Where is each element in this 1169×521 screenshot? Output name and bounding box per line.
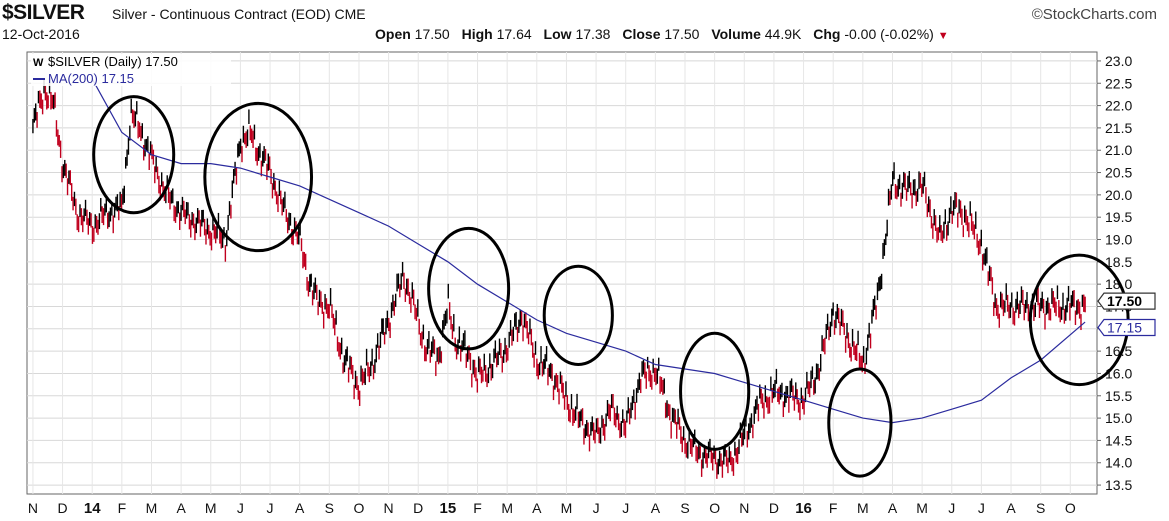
y-axis: 13.514.014.515.015.516.016.517.017.518.0… bbox=[1097, 53, 1132, 493]
quote-bar: Open 17.50 High 17.64 Low 17.38 Close 17… bbox=[375, 26, 949, 42]
y-tick-label: 16.5 bbox=[1105, 343, 1132, 359]
x-tick-label: J bbox=[978, 500, 985, 516]
x-tick-label: N bbox=[384, 500, 394, 516]
y-tick-label: 20.0 bbox=[1105, 187, 1132, 203]
x-tick-label: M bbox=[146, 500, 158, 516]
high-value: 17.64 bbox=[496, 26, 532, 42]
open-value: 17.50 bbox=[414, 26, 450, 42]
x-tick-label: N bbox=[28, 500, 38, 516]
x-axis: N D 14 F M A M J J A S O N D 15 F M A M J J A S O N D 16 F M A M J J A S O bbox=[28, 500, 1076, 517]
annotation-circle bbox=[542, 264, 614, 367]
legend-price-icon: W bbox=[33, 57, 44, 69]
x-tick-label: O bbox=[354, 500, 365, 516]
ma-200-line bbox=[91, 78, 1086, 424]
volume-value: 44.9K bbox=[764, 26, 802, 42]
x-tick-label: A bbox=[176, 500, 186, 516]
symbol-title: $SILVER bbox=[2, 1, 85, 24]
y-tick-label: 22.5 bbox=[1105, 75, 1132, 91]
y-tick-label: 16.0 bbox=[1105, 365, 1132, 381]
y-tick-label: 18.5 bbox=[1105, 254, 1132, 270]
volume-label: Volume bbox=[711, 26, 761, 42]
x-tick-label: S bbox=[325, 500, 334, 516]
y-tick-label: 19.5 bbox=[1105, 209, 1132, 225]
last-ma-label-box bbox=[1097, 318, 1156, 337]
x-tick-label: A bbox=[295, 500, 305, 516]
y-tick-label: 20.5 bbox=[1105, 165, 1132, 181]
x-tick-label: D bbox=[58, 500, 68, 516]
chart-header: $SILVER Silver - Continuous Contract (EO… bbox=[0, 0, 1169, 52]
high-label: High bbox=[461, 26, 493, 42]
y-tick-label: 15.0 bbox=[1105, 410, 1132, 426]
last-price-label-box bbox=[1097, 292, 1156, 310]
y-tick-label: 14.0 bbox=[1105, 455, 1132, 471]
x-tick-label: S bbox=[1036, 500, 1045, 516]
x-tick-label: M bbox=[205, 500, 217, 516]
x-tick-label: J bbox=[237, 500, 244, 516]
low-value: 17.38 bbox=[575, 26, 611, 42]
y-tick-label: 13.5 bbox=[1105, 477, 1132, 493]
down-arrow-icon: ▼ bbox=[937, 30, 949, 42]
chart-date: 12-Oct-2016 bbox=[2, 26, 80, 42]
y-tick-label: 14.5 bbox=[1105, 432, 1132, 448]
x-tick-label: D bbox=[769, 500, 779, 516]
x-tick-label: J bbox=[948, 500, 955, 516]
last-price-label: 17.50 bbox=[1097, 292, 1156, 310]
y-tick-label: 21.0 bbox=[1105, 142, 1132, 158]
chg-label: Chg bbox=[813, 26, 841, 42]
x-tick-label: 14 bbox=[84, 500, 101, 517]
annotation-circle bbox=[203, 101, 314, 253]
x-tick-label: M bbox=[501, 500, 513, 516]
price-bars bbox=[32, 77, 1086, 479]
y-tick-label: 23.0 bbox=[1105, 53, 1132, 69]
x-tick-label: M bbox=[857, 500, 869, 516]
annotation-circle bbox=[679, 331, 751, 451]
close-value: 17.50 bbox=[664, 26, 700, 42]
low-label: Low bbox=[543, 26, 572, 42]
x-tick-label: A bbox=[532, 500, 542, 516]
legend: W $SILVER (Daily) 17.50 MA(200) 17.15 bbox=[31, 54, 231, 86]
x-tick-label: F bbox=[118, 500, 127, 516]
y-tick-label: 15.5 bbox=[1105, 388, 1132, 404]
annotation-circles bbox=[92, 95, 1130, 478]
annotation-circle bbox=[92, 95, 176, 215]
x-tick-label: A bbox=[651, 500, 661, 516]
x-tick-label: F bbox=[829, 500, 838, 516]
chg-value: -0.00 (-0.02%) bbox=[844, 26, 934, 42]
open-label: Open bbox=[375, 26, 411, 42]
last-value-labels: 17.50 17.15 bbox=[1097, 292, 1156, 337]
x-tick-label: O bbox=[709, 500, 720, 516]
x-tick-label: J bbox=[267, 500, 274, 516]
y-tick-label: 22.0 bbox=[1105, 98, 1132, 114]
symbol-description: Silver - Continuous Contract (EOD) CME bbox=[112, 6, 366, 22]
last-ma-label-text: 17.15 bbox=[1107, 319, 1142, 335]
x-tick-label: 16 bbox=[795, 500, 812, 517]
close-label: Close bbox=[622, 26, 661, 42]
brand-link[interactable]: ©StockCharts.com bbox=[1031, 6, 1157, 23]
last-price-label-text: 17.50 bbox=[1107, 293, 1142, 309]
x-tick-label: J bbox=[622, 500, 629, 516]
x-tick-label: D bbox=[413, 500, 423, 516]
y-tick-label: 21.5 bbox=[1105, 120, 1132, 136]
x-tick-label: S bbox=[680, 500, 689, 516]
x-tick-label: A bbox=[888, 500, 898, 516]
y-tick-label: 19.0 bbox=[1105, 232, 1132, 248]
legend-ma-entry: MA(200) 17.15 bbox=[48, 71, 134, 86]
annotation-circle bbox=[827, 367, 893, 478]
x-tick-label: F bbox=[473, 500, 482, 516]
last-ma-label: 17.15 bbox=[1097, 318, 1156, 337]
x-tick-label: M bbox=[916, 500, 928, 516]
legend-price-entry: $SILVER (Daily) 17.50 bbox=[48, 54, 178, 69]
x-tick-label: 15 bbox=[440, 500, 457, 517]
x-tick-label: O bbox=[1065, 500, 1076, 516]
x-tick-label: M bbox=[561, 500, 573, 516]
x-tick-label: A bbox=[1006, 500, 1016, 516]
annotation-circle bbox=[427, 226, 511, 351]
x-tick-label: N bbox=[739, 500, 749, 516]
x-tick-label: J bbox=[593, 500, 600, 516]
